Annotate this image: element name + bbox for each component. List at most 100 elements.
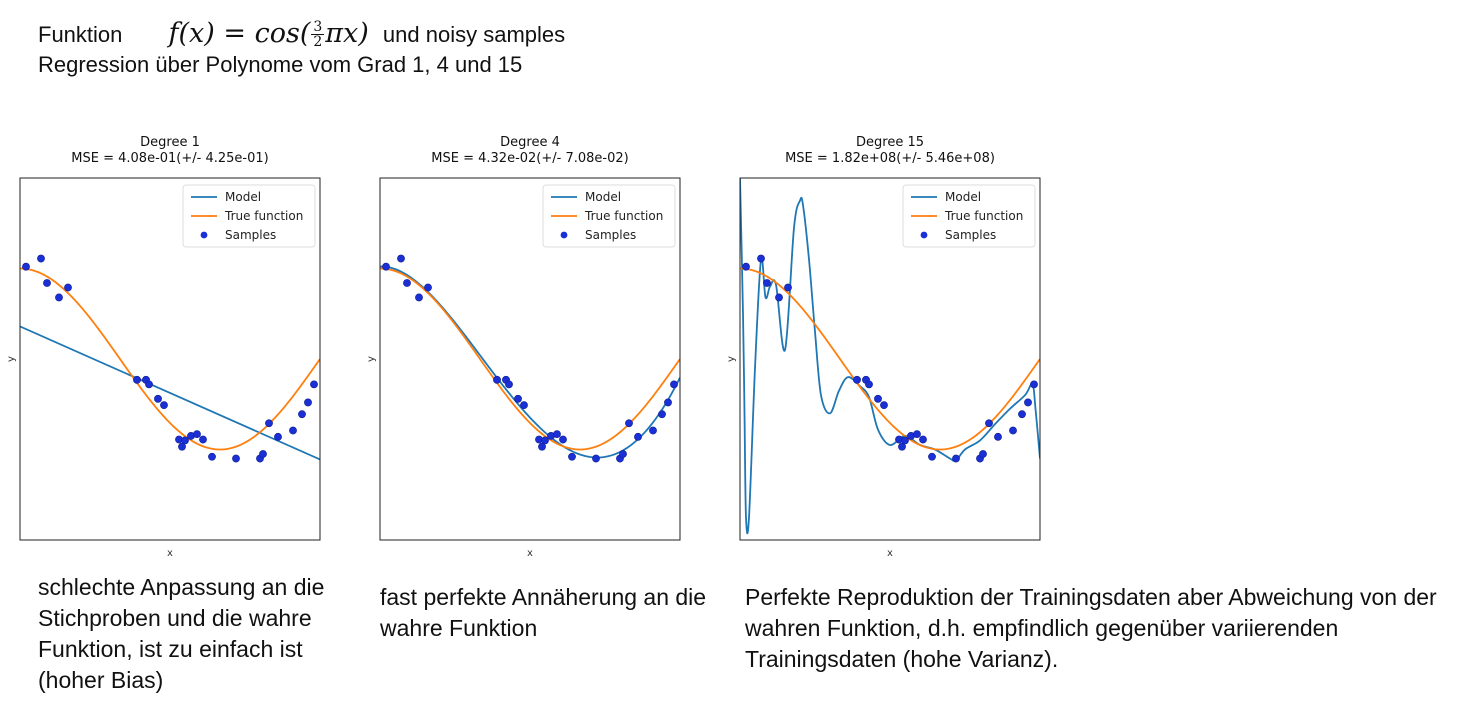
sample-point: [553, 430, 561, 439]
sample-point: [625, 419, 633, 428]
x-axis-label: x: [527, 548, 533, 559]
sample-point: [265, 419, 273, 428]
y-axis-label: y: [726, 356, 737, 362]
sample-point: [403, 279, 411, 287]
sample-point: [493, 375, 501, 384]
sample-point: [670, 380, 678, 389]
sample-point: [634, 432, 642, 441]
sample-point: [259, 450, 267, 458]
sample-point: [37, 254, 45, 263]
legend-swatch: [200, 231, 208, 239]
sample-point: [397, 254, 405, 263]
plot-frame: [379, 177, 681, 541]
legend: Model True function Samples: [902, 184, 1036, 248]
sample-point: [865, 380, 873, 389]
sample-point: [880, 401, 888, 410]
sample-point: [505, 380, 513, 389]
sample-point: [979, 450, 987, 458]
sample-point: [160, 401, 168, 410]
sample-point: [898, 442, 906, 451]
sample-point: [538, 442, 546, 451]
y-axis-label: y: [6, 356, 17, 362]
model-curve: [740, 178, 1040, 535]
y-axis-label: y: [366, 356, 377, 362]
x-axis-label: x: [887, 548, 893, 559]
sample-point: [763, 279, 771, 287]
sample-point: [415, 293, 423, 302]
sample-point: [541, 436, 549, 445]
sample-point: [181, 436, 189, 445]
legend-label: True function: [584, 209, 663, 223]
legend-label: Model: [585, 190, 621, 204]
sample-point: [649, 426, 657, 435]
model-curve: [20, 325, 320, 461]
sample-point: [901, 436, 909, 445]
sample-point: [952, 454, 960, 463]
sample-point: [193, 430, 201, 439]
legend-box: [542, 184, 676, 248]
legend-label: Samples: [225, 228, 276, 242]
legend-label: True function: [224, 209, 303, 223]
sample-point: [985, 419, 993, 428]
sample-point: [133, 375, 141, 384]
true-function-curve: [740, 267, 1040, 451]
sample-point: [382, 262, 390, 271]
sample-point: [55, 293, 63, 302]
sample-point: [757, 254, 765, 263]
sample-point: [568, 452, 576, 461]
x-axis-label: x: [167, 548, 173, 559]
caption-degree-4: fast perfekte Annäherung an die wahre Fu…: [380, 584, 707, 641]
chart-title: Degree 15: [856, 135, 924, 150]
legend-label: Model: [945, 190, 981, 204]
sample-point: [145, 380, 153, 389]
sample-point: [43, 279, 51, 287]
header-line-2: Regression über Polynome vom Grad 1, 4 u…: [38, 52, 523, 77]
sample-point: [298, 410, 306, 419]
legend-label: Samples: [945, 228, 996, 242]
formula-lhs: f(x) = cos(: [168, 18, 311, 49]
sample-point: [199, 435, 207, 444]
sample-point: [208, 452, 216, 461]
header-line-1: Funktion f(x) = cos(3 2 πx) und noisy samp…: [38, 18, 565, 49]
fraction-denominator: 2: [313, 34, 323, 50]
plot-area: [380, 254, 680, 463]
sample-point: [853, 375, 861, 384]
true-function-curve: [20, 267, 320, 451]
legend: Model True function Samples: [182, 184, 316, 248]
plot-frame: [739, 177, 1041, 541]
plot-frame: [19, 177, 321, 541]
sample-point: [592, 454, 600, 463]
sample-point: [310, 380, 318, 389]
legend-swatch: [560, 231, 568, 239]
caption-degree-15: Perfekte Reproduktion der Trainingsdaten…: [745, 584, 1437, 672]
sample-point: [664, 398, 672, 407]
legend: Model True function Samples: [542, 184, 676, 248]
sample-point: [274, 432, 282, 441]
sample-point: [928, 452, 936, 461]
sample-point: [22, 262, 30, 271]
chart-subtitle: MSE = 1.82e+08(+/- 5.46e+08): [785, 151, 995, 166]
legend-label: Model: [225, 190, 261, 204]
sample-point: [424, 283, 432, 292]
sample-point: [154, 394, 162, 403]
chart-title: Degree 1: [140, 135, 200, 150]
header-prefix: Funktion: [38, 22, 123, 47]
sample-point: [919, 435, 927, 444]
legend-box: [902, 184, 1036, 248]
fraction-numerator: 3: [311, 19, 325, 35]
sample-point: [619, 450, 627, 458]
sample-point: [994, 432, 1002, 441]
sample-point: [1018, 410, 1026, 419]
model-curve: [380, 265, 680, 459]
sample-point: [742, 262, 750, 271]
sample-point: [289, 426, 297, 435]
sample-point: [64, 283, 72, 292]
sample-point: [514, 394, 522, 403]
sample-point: [1024, 398, 1032, 407]
plot-area: [740, 178, 1040, 535]
formula-rhs: πx): [325, 18, 369, 49]
